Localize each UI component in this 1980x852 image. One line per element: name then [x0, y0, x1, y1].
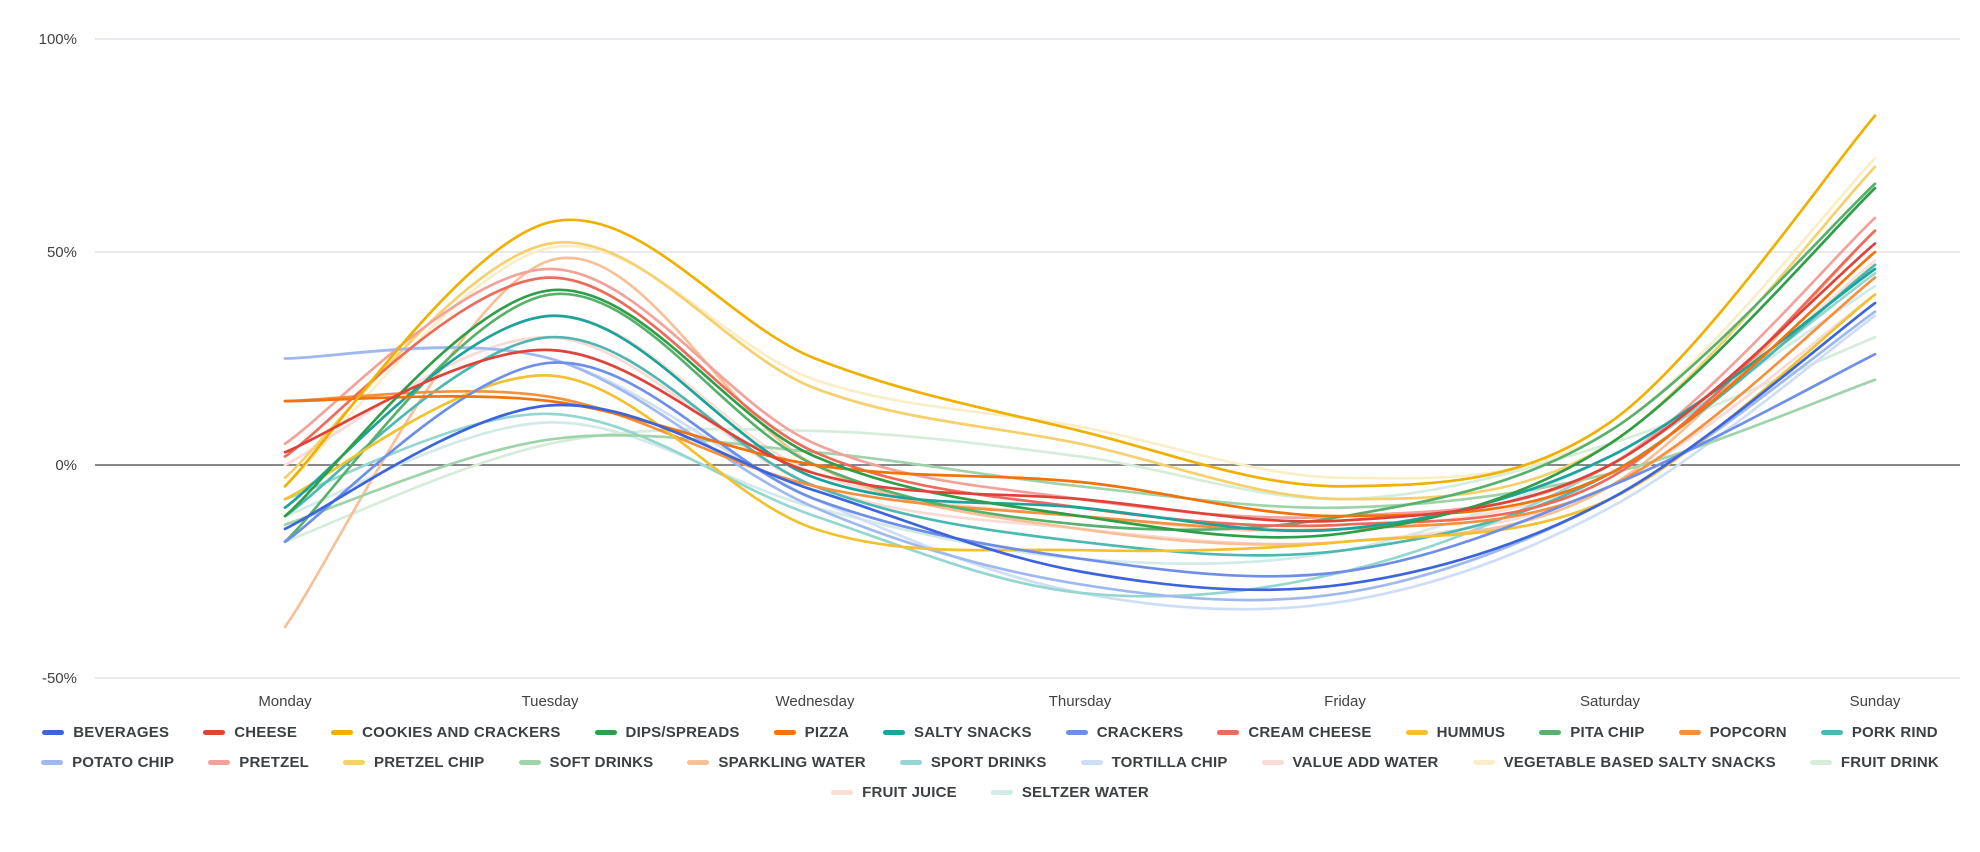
legend-swatch [1809, 760, 1832, 765]
series-line-sparkling-water[interactable] [283, 229, 1877, 629]
legend-item-value-add-water[interactable]: VALUE ADD WATER [1261, 754, 1439, 771]
legend-item-vegetable-based-salty-snacks[interactable]: VEGETABLE BASED SALTY SNACKS [1472, 754, 1776, 771]
legend-swatch [831, 790, 854, 795]
legend-item-salty-snacks[interactable]: SALTY SNACKS [883, 724, 1032, 741]
legend-swatch [773, 730, 796, 735]
y-axis-tick-label: 100% [39, 31, 77, 48]
legend-label: PORK RIND [1851, 724, 1938, 741]
series-line-tortilla-chip[interactable] [283, 314, 1877, 611]
x-axis-tick-label: Monday [258, 693, 312, 710]
legend-label: FRUIT JUICE [862, 784, 957, 801]
series-line-crackers[interactable] [283, 352, 1877, 578]
legend-label: BEVERAGES [73, 724, 170, 741]
legend-label: PRETZEL CHIP [374, 754, 485, 771]
legend-swatch [331, 730, 354, 735]
legend-label: SPORT DRINKS [930, 754, 1047, 771]
legend-label: SELTZER WATER [1021, 784, 1149, 801]
legend-swatch [899, 760, 922, 765]
legend-swatch [1820, 730, 1843, 735]
series-line-cheese[interactable] [283, 242, 1877, 523]
legend-swatch [1472, 760, 1495, 765]
series-line-dips-spreads[interactable] [283, 186, 1877, 539]
legend-item-popcorn[interactable]: POPCORN [1678, 724, 1787, 741]
legend-label: PITA CHIP [1570, 724, 1645, 741]
legend-item-dips-spreads[interactable]: DIPS/SPREADS [594, 724, 740, 741]
legend-swatch [41, 760, 64, 765]
x-axis-tick-label: Saturday [1580, 693, 1641, 710]
legend-label: VALUE ADD WATER [1292, 754, 1439, 771]
legend-swatch [1261, 760, 1284, 765]
y-axis-tick-label: 0% [55, 457, 77, 474]
legend-label: COOKIES AND CRACKERS [362, 724, 561, 741]
legend-label: VEGETABLE BASED SALTY SNACKS [1503, 754, 1776, 771]
series-line-hummus[interactable] [283, 293, 1877, 553]
legend-label: CREAM CHEESE [1248, 724, 1372, 741]
legend-item-pork-rind[interactable]: PORK RIND [1820, 724, 1938, 741]
legend-label: CHEESE [234, 724, 298, 741]
legend-label: TORTILLA CHIP [1111, 754, 1228, 771]
legend-item-fruit-juice[interactable]: FRUIT JUICE [831, 784, 957, 801]
legend-label: HUMMUS [1436, 724, 1506, 741]
x-axis-tick-label: Tuesday [522, 693, 579, 710]
legend-item-crackers[interactable]: CRACKERS [1065, 724, 1184, 741]
legend-label: POTATO CHIP [72, 754, 175, 771]
legend-swatch [1217, 730, 1240, 735]
legend-swatch [1678, 730, 1701, 735]
legend-swatch [594, 730, 617, 735]
legend-swatch [343, 760, 366, 765]
chart-canvas: 100% 50% 0% -50% Monday Tuesday Wednesday Thurs… [39, 31, 1960, 710]
legend-label: SPARKLING WATER [718, 754, 866, 771]
series-line-cookies-and-crackers[interactable] [283, 114, 1877, 488]
legend-item-cookies-and-crackers[interactable]: COOKIES AND CRACKERS [331, 724, 560, 741]
legend-item-potato-chip[interactable]: POTATO CHIP [41, 754, 174, 771]
legend-label: SALTY SNACKS [914, 724, 1032, 741]
legend-label: CRACKERS [1096, 724, 1184, 741]
legend-item-cheese[interactable]: CHEESE [203, 724, 297, 741]
legend-label: PIZZA [804, 724, 849, 741]
legend-label: POPCORN [1709, 724, 1787, 741]
x-axis-tick-label: Friday [1324, 693, 1366, 710]
legend-swatch [203, 730, 226, 735]
legend-item-beverages[interactable]: BEVERAGES [42, 724, 169, 741]
series-line-pita-chip[interactable] [283, 182, 1877, 544]
legend-item-pita-chip[interactable]: PITA CHIP [1539, 724, 1644, 741]
series-line-pizza[interactable] [283, 250, 1877, 518]
series-line-fruit-juice[interactable] [283, 259, 1877, 533]
legend-item-pizza[interactable]: PIZZA [773, 724, 849, 741]
legend-label: DIPS/SPREADS [625, 724, 740, 741]
legend-item-sparkling-water[interactable]: SPARKLING WATER [687, 754, 866, 771]
legend-swatch [990, 790, 1013, 795]
legend-item-fruit-drink[interactable]: FRUIT DRINK [1809, 754, 1939, 771]
legend-swatch [1065, 730, 1088, 735]
legend-item-pretzel-chip[interactable]: PRETZEL CHIP [343, 754, 484, 771]
legend-item-hummus[interactable]: HUMMUS [1405, 724, 1506, 741]
legend-item-tortilla-chip[interactable]: TORTILLA CHIP [1080, 754, 1228, 771]
legend-swatch [1405, 730, 1428, 735]
legend-swatch [208, 760, 231, 765]
x-axis-tick-label: Wednesday [776, 693, 855, 710]
legend-item-seltzer-water[interactable]: SELTZER WATER [990, 784, 1149, 801]
y-axis-tick-label: -50% [42, 670, 77, 687]
series-line-salty-snacks[interactable] [283, 267, 1877, 533]
series-line-beverages[interactable] [283, 301, 1877, 592]
legend-item-sport-drinks[interactable]: SPORT DRINKS [899, 754, 1047, 771]
x-axis-tick-label: Sunday [1850, 693, 1901, 710]
legend-item-soft-drinks[interactable]: SOFT DRINKS [518, 754, 654, 771]
legend-item-pretzel[interactable]: PRETZEL [208, 754, 309, 771]
legend-swatch [518, 760, 541, 765]
legend-label: PRETZEL [239, 754, 310, 771]
legend-swatch [883, 730, 905, 735]
legend-label: FRUIT DRINK [1840, 754, 1939, 771]
legend-swatch [1080, 760, 1103, 765]
legend-swatch [1539, 730, 1562, 735]
chart-legend: BEVERAGES CHEESE COOKIES AND CRACKERS DIPS/… [0, 718, 1980, 801]
legend-swatch [42, 730, 65, 735]
x-axis-tick-label: Thursday [1049, 693, 1112, 710]
legend-swatch [687, 760, 710, 765]
legend-item-cream-cheese[interactable]: CREAM CHEESE [1217, 724, 1371, 741]
y-axis-tick-label: 50% [47, 244, 77, 261]
legend-label: SOFT DRINKS [549, 754, 654, 771]
